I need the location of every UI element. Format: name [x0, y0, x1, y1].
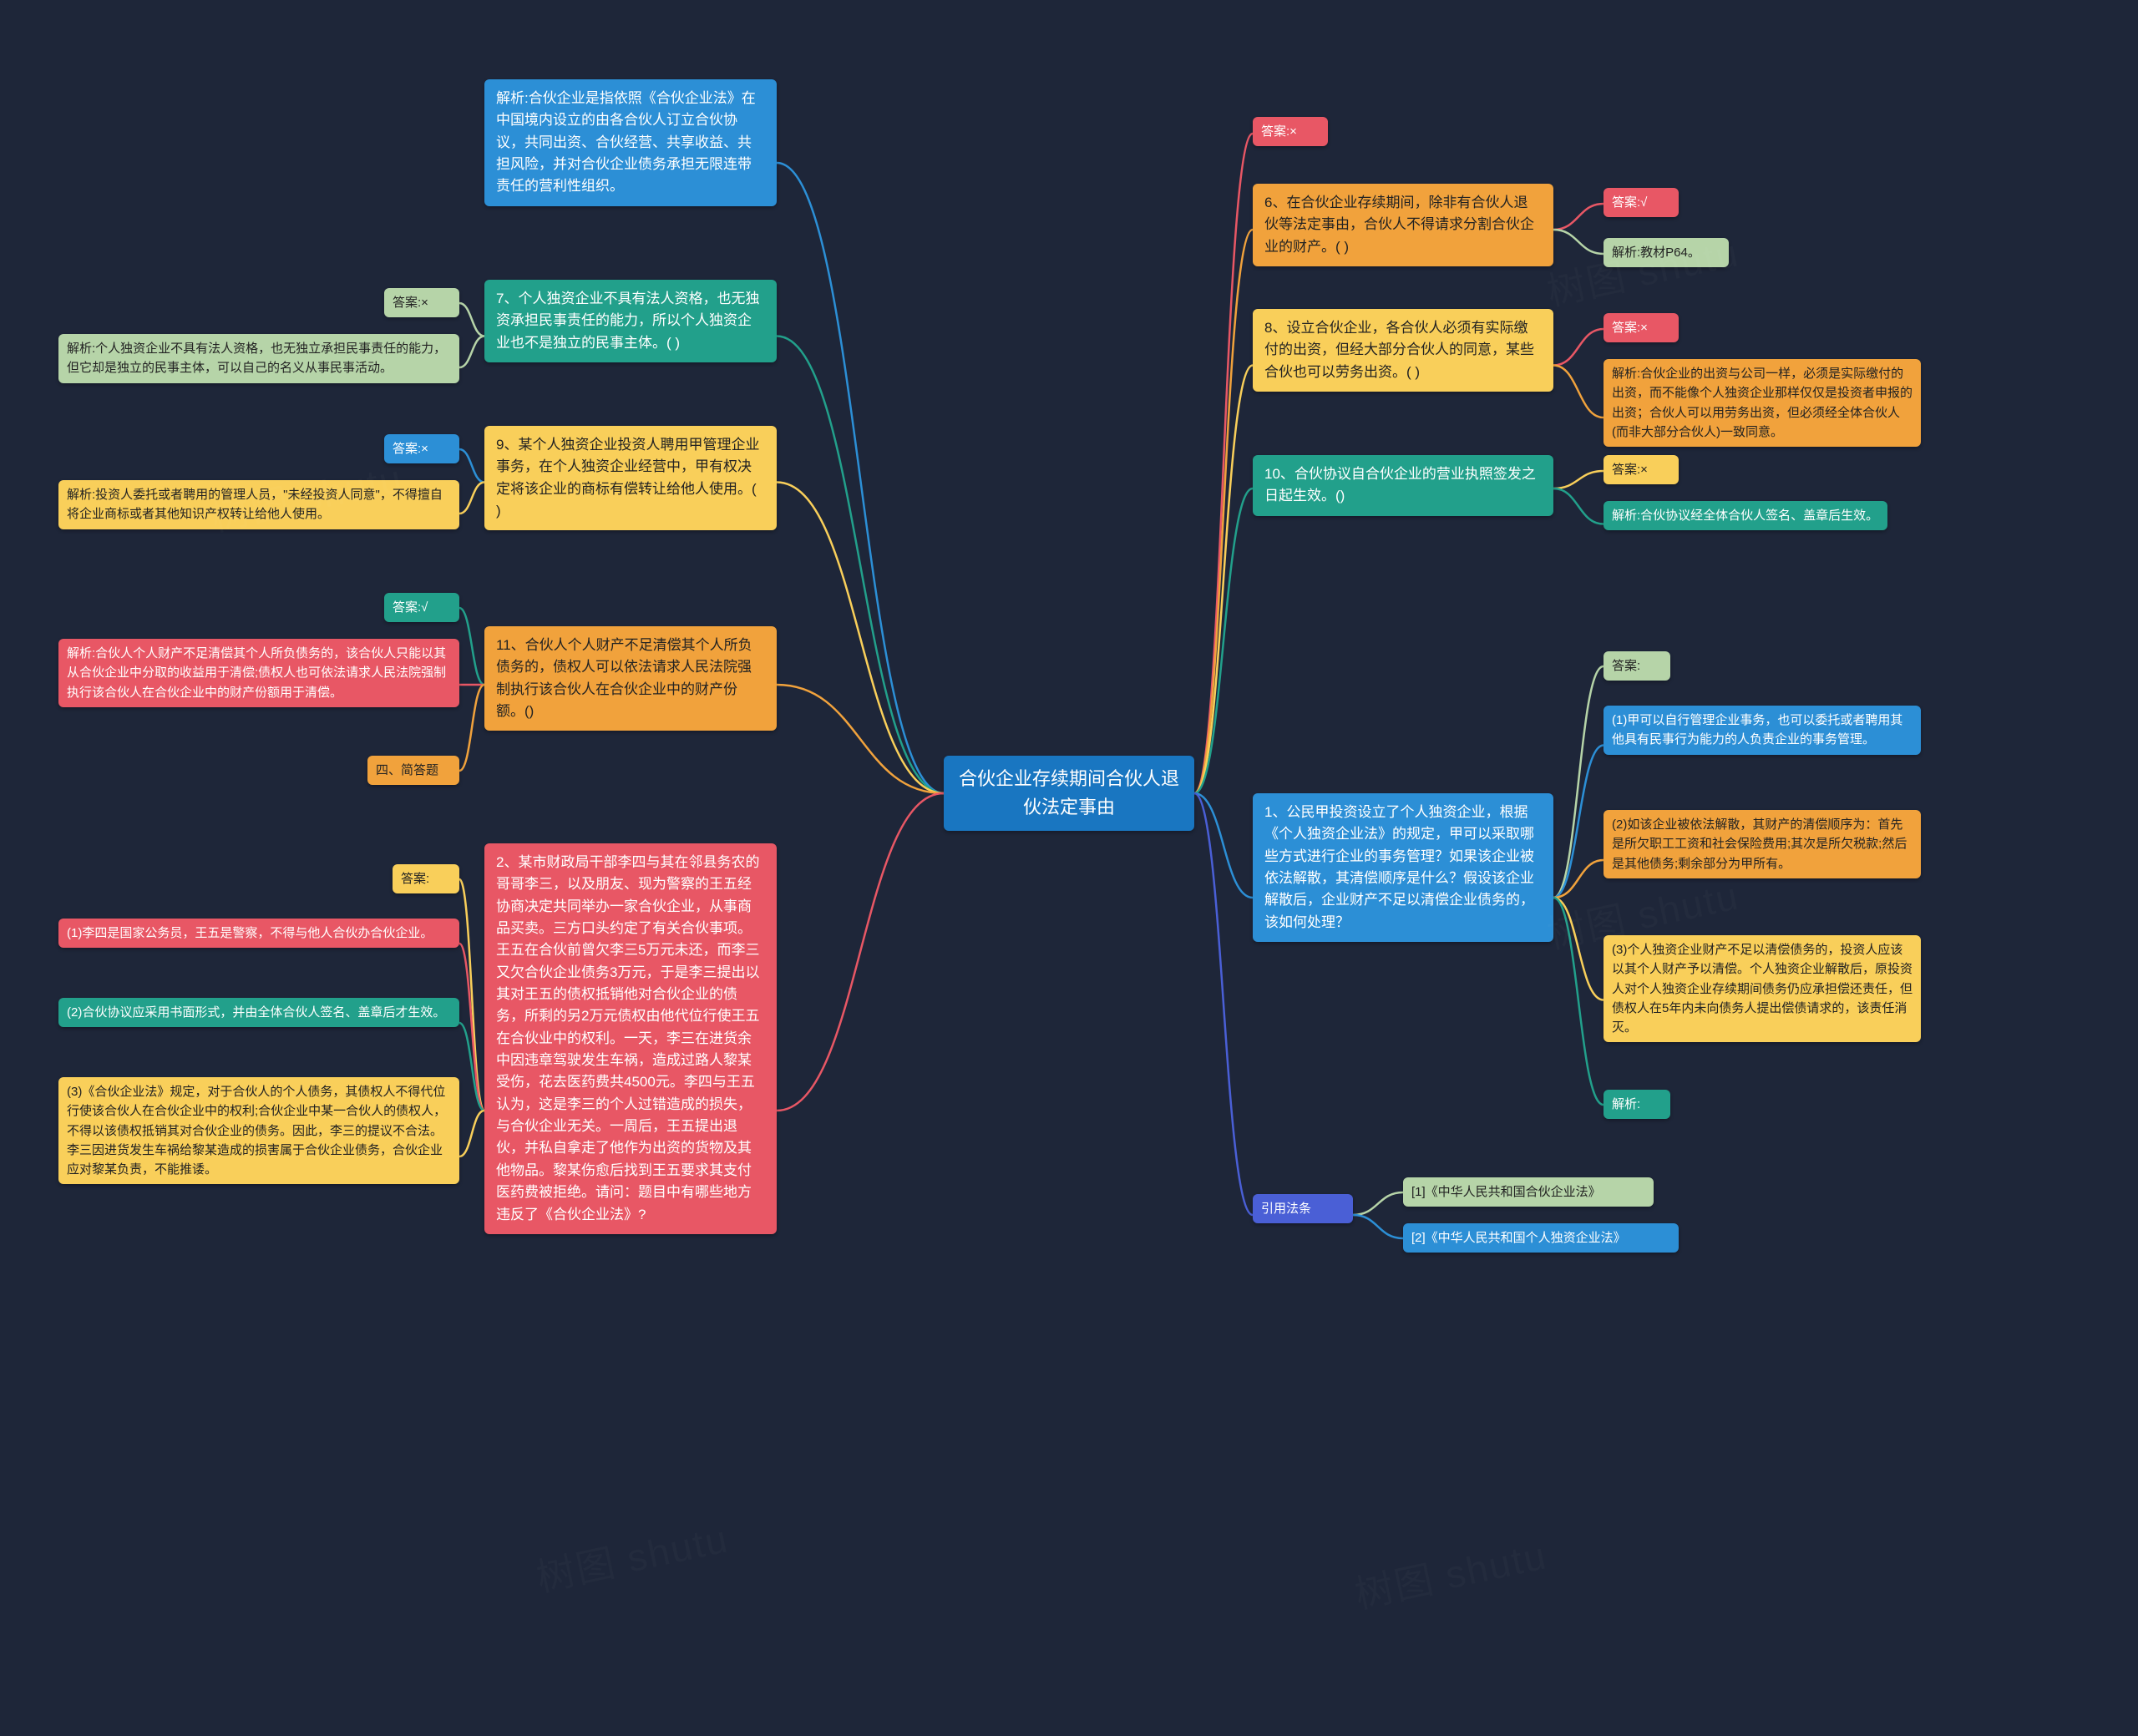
mindmap-node: 2、某市财政局干部李四与其在邻县务农的哥哥李三，以及朋友、现为警察的王五经协商决… [484, 843, 777, 1234]
mindmap-node: (1)李四是国家公务员，王五是警察，不得与他人合伙办合伙企业。 [58, 919, 459, 948]
mindmap-node: 8、设立合伙企业，各合伙人必须有实际缴付的出资，但经大部分合伙人的同意，某些合伙… [1253, 309, 1553, 392]
watermark: 树图 shutu [1542, 222, 1744, 316]
watermark: 树图 shutu [1350, 1525, 1552, 1619]
mindmap-node: 10、合伙协议自合伙企业的营业执照签发之日起生效。() [1253, 455, 1553, 516]
mindmap-node: 解析:个人独资企业不具有法人资格，也无独立承担民事责任的能力，但它却是独立的民事… [58, 334, 459, 383]
mindmap-node: 答案:× [1604, 313, 1679, 342]
mindmap-node: 答案: [393, 864, 459, 893]
mindmap-node: 答案:× [384, 288, 459, 317]
mindmap-node: (3)《合伙企业法》规定，对于合伙人的个人债务，其债权人不得代位行使该合伙人在合… [58, 1077, 459, 1184]
mindmap-node: 答案:× [1253, 117, 1328, 146]
mindmap-node: 解析:合伙企业的出资与公司一样，必须是实际缴付的出资，而不能像个人独资企业那样仅… [1604, 359, 1921, 447]
mindmap-node: 答案:× [1604, 455, 1679, 484]
mindmap-node: 引用法条 [1253, 1194, 1353, 1223]
mindmap-node: [1]《中华人民共和国合伙企业法》 [1403, 1177, 1654, 1207]
mindmap-node: 解析:教材P64。 [1604, 238, 1729, 267]
mindmap-node: (2)合伙协议应采用书面形式，并由全体合伙人签名、盖章后才生效。 [58, 998, 459, 1027]
mindmap-node: 6、在合伙企业存续期间，除非有合伙人退伙等法定事由，合伙人不得请求分割合伙企业的… [1253, 184, 1553, 266]
mindmap-node: 解析:合伙人个人财产不足清偿其个人所负债务的，该合伙人只能以其从合伙企业中分取的… [58, 639, 459, 707]
mindmap-node: (2)如该企业被依法解散，其财产的清偿顺序为：首先是所欠职工工资和社会保险费用;… [1604, 810, 1921, 878]
mindmap-node: 答案:√ [1604, 188, 1679, 217]
mindmap-node: 解析:合伙企业是指依照《合伙企业法》在中国境内设立的由各合伙人订立合伙协议，共同… [484, 79, 777, 206]
mindmap-node: 1、公民甲投资设立了个人独资企业，根据《个人独资企业法》的规定，甲可以采取哪些方… [1253, 793, 1553, 942]
mindmap-node: 解析: [1604, 1090, 1670, 1119]
mindmap-node: (1)甲可以自行管理企业事务，也可以委托或者聘用其他具有民事行为能力的人负责企业… [1604, 706, 1921, 755]
mindmap-node: 解析:投资人委托或者聘用的管理人员，"未经投资人同意"，不得擅自将企业商标或者其… [58, 480, 459, 529]
center-node: 合伙企业存续期间合伙人退伙法定事由 [944, 756, 1194, 831]
mindmap-node: (3)个人独资企业财产不足以清偿债务的，投资人应该以其个人财产予以清偿。个人独资… [1604, 935, 1921, 1042]
mindmap-node: 四、简答题 [367, 756, 459, 785]
mindmap-node: [2]《中华人民共和国个人独资企业法》 [1403, 1223, 1679, 1253]
mindmap-node: 11、合伙人个人财产不足清偿其个人所负债务的，债权人可以依法请求人民法院强制执行… [484, 626, 777, 731]
mindmap-node: 9、某个人独资企业投资人聘用甲管理企业事务，在个人独资企业经营中，甲有权决定将该… [484, 426, 777, 530]
watermark: 树图 shutu [531, 1508, 733, 1602]
mindmap-node: 答案: [1604, 651, 1670, 681]
mindmap-node: 解析:合伙协议经全体合伙人签名、盖章后生效。 [1604, 501, 1887, 530]
mindmap-node: 答案:√ [384, 593, 459, 622]
mindmap-node: 7、个人独资企业不具有法人资格，也无独资承担民事责任的能力，所以个人独资企业也不… [484, 280, 777, 362]
mindmap-node: 答案:× [384, 434, 459, 463]
